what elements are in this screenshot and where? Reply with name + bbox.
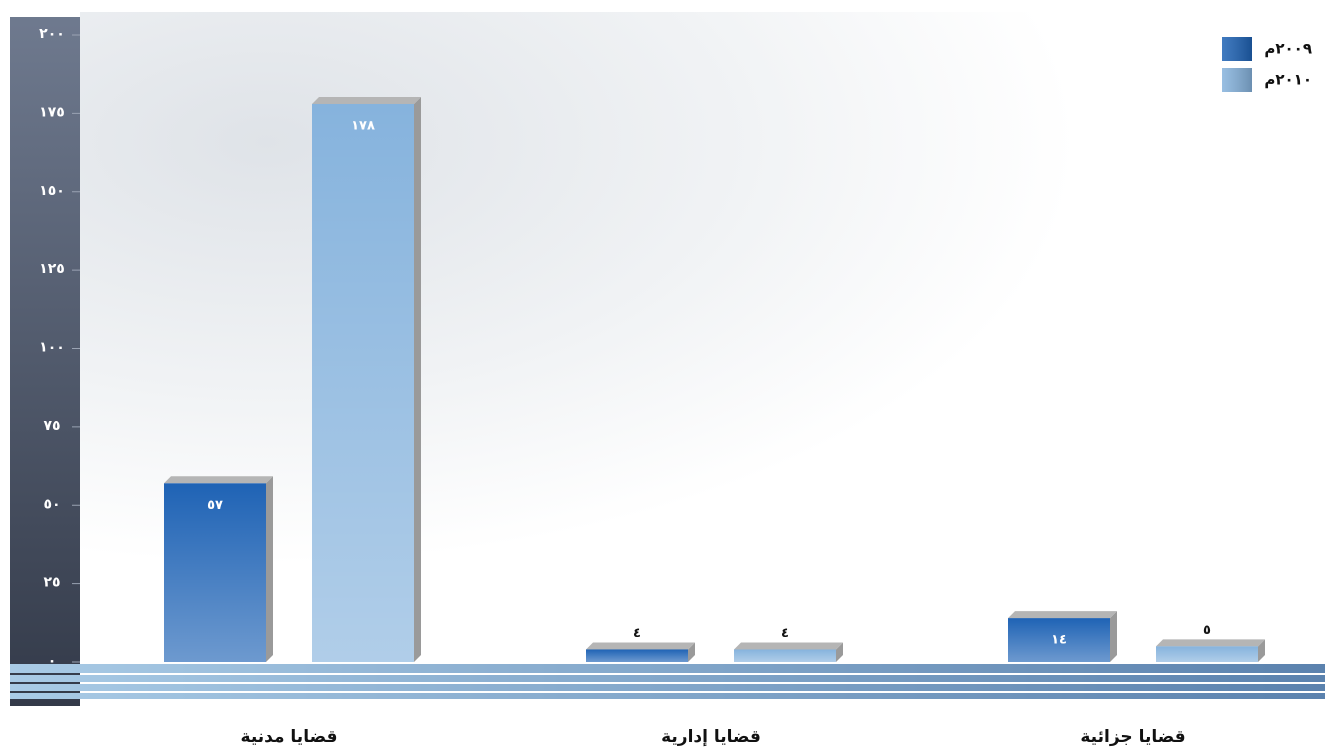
bar-top: [1156, 639, 1265, 647]
legend-swatch-shine: [1222, 68, 1252, 92]
bar-shine: [734, 649, 836, 662]
bar-shine: [586, 649, 688, 662]
value-label: ١٧٨: [351, 118, 375, 133]
bar-side: [414, 96, 421, 663]
value-label: ٤: [633, 626, 641, 641]
bar-top: [312, 96, 421, 104]
legend-label: ٢٠٠٩م: [1264, 40, 1312, 58]
y-tick-label: ٧٥: [43, 418, 60, 434]
value-label: ٤: [781, 626, 789, 641]
x-tick-label: قضايا جزائية: [1080, 727, 1185, 747]
bar-side: [1110, 611, 1117, 662]
y-tick-label: ٠: [48, 653, 57, 669]
bar-top: [734, 642, 843, 650]
legend-label: ٢٠١٠م: [1264, 71, 1312, 89]
bar-side: [688, 642, 695, 662]
bar-top: [164, 476, 273, 484]
x-tick-label: قضايا مدنية: [241, 727, 338, 747]
y-tick-label: ١٧٥: [39, 104, 65, 120]
stripe: [10, 693, 1325, 699]
bar-shine: [1008, 618, 1110, 662]
value-label: ٥٧: [207, 498, 223, 513]
bar-top: [586, 642, 695, 650]
y-tick-label: ٢٠٠: [39, 26, 65, 42]
background: [80, 12, 1325, 662]
y-tick-label: ٢٥: [43, 575, 60, 591]
bar-shine: [1156, 646, 1258, 662]
axis-cap: [10, 12, 80, 17]
bar-side: [836, 642, 843, 662]
stripe: [10, 684, 1325, 691]
bar-shine: [312, 103, 414, 663]
bar-side: [266, 476, 273, 662]
y-axis-panel: [10, 12, 80, 706]
bar-side: [1258, 639, 1265, 662]
stripe: [10, 664, 1325, 673]
y-tick-label: ٥٠: [43, 496, 60, 512]
value-label: ١٤: [1051, 633, 1067, 648]
base-stripes: [10, 664, 1325, 699]
x-tick-label: قضايا إدارية: [661, 727, 761, 747]
y-tick-label: ١٥٠: [39, 183, 65, 199]
stripe: [10, 675, 1325, 682]
bar-top: [1008, 611, 1117, 619]
y-tick-label: ١٠٠: [39, 340, 65, 356]
value-label: ٥: [1203, 623, 1211, 638]
y-tick-label: ١٢٥: [39, 261, 65, 277]
legend-swatch-shine: [1222, 37, 1252, 61]
bar-shine: [164, 483, 266, 662]
